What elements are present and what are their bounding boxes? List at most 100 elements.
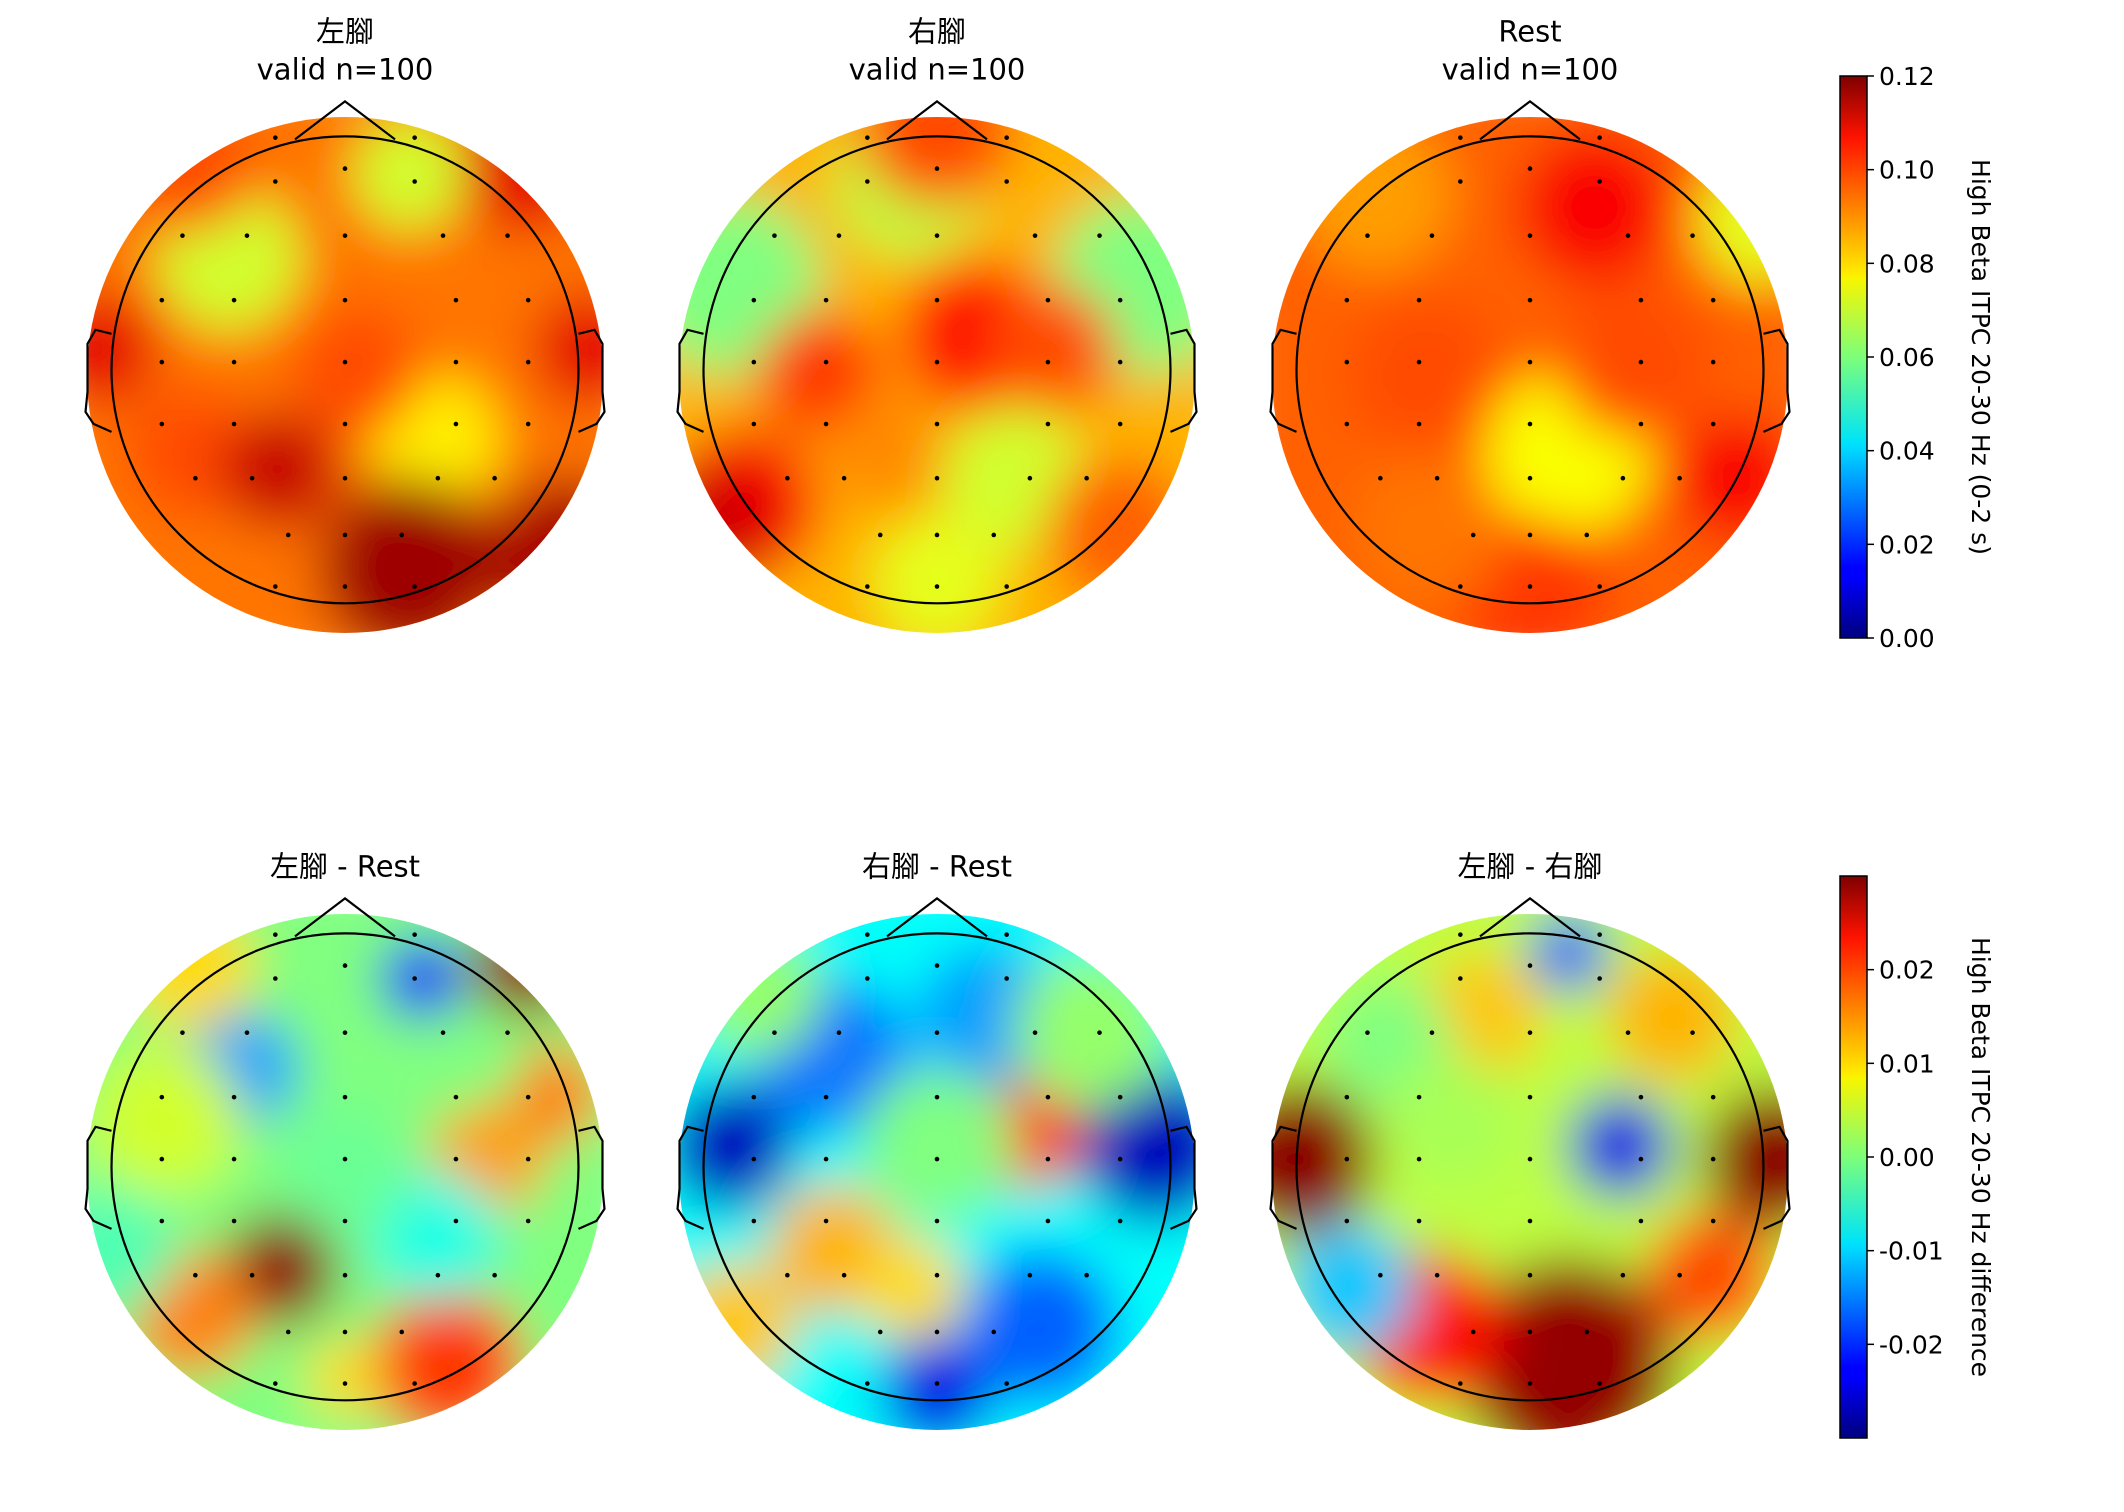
sensor-dot bbox=[1004, 135, 1009, 140]
sensor-dot bbox=[1416, 1094, 1422, 1100]
topomap-field bbox=[87, 914, 603, 1430]
sensor-dot bbox=[1584, 1329, 1590, 1335]
sensor-dot bbox=[244, 233, 250, 238]
sensor-dot bbox=[249, 1272, 255, 1278]
topomap-6 bbox=[1269, 896, 1791, 1430]
left-ear bbox=[676, 328, 704, 433]
activity-blob bbox=[691, 926, 821, 1056]
sensor-dot bbox=[1027, 475, 1033, 481]
sensor-dot bbox=[1084, 1272, 1089, 1278]
sensor-dot bbox=[1625, 233, 1631, 238]
sensor-dot bbox=[1004, 584, 1009, 589]
sensor-dot bbox=[865, 1381, 870, 1386]
sensor-dot bbox=[273, 976, 278, 981]
nose bbox=[294, 99, 396, 141]
activity-blob bbox=[319, 478, 500, 633]
sensor-dot bbox=[453, 1218, 459, 1224]
sensor-dot bbox=[342, 1381, 348, 1386]
nose bbox=[1479, 896, 1581, 938]
topomap-1 bbox=[84, 99, 606, 633]
sensor-dot bbox=[1597, 1381, 1602, 1386]
activity-blob bbox=[872, 516, 1002, 633]
sensor-dot bbox=[492, 475, 497, 481]
sensor-dot bbox=[1117, 359, 1123, 365]
sensor-dot bbox=[440, 1030, 446, 1035]
activity-blob bbox=[370, 1288, 526, 1430]
sensor-dot bbox=[159, 1094, 165, 1100]
sensor-dot bbox=[1527, 1156, 1533, 1162]
sensor-dot bbox=[1677, 1272, 1682, 1278]
colorbar-tick-label: 0.12 bbox=[1879, 62, 1935, 91]
sensor-dot bbox=[412, 179, 417, 184]
activity-blob bbox=[679, 465, 770, 595]
colorbar-tick-label: 0.00 bbox=[1879, 1143, 1935, 1172]
sensor-dot bbox=[934, 584, 940, 589]
sensor-dot bbox=[244, 1030, 250, 1035]
colorbar-tick-label: 0.02 bbox=[1879, 956, 1935, 985]
activity-blob bbox=[1517, 129, 1672, 285]
colorbar-tick-label: 0.02 bbox=[1879, 530, 1935, 559]
sensor-dot bbox=[1084, 475, 1089, 481]
sensor-dot bbox=[159, 297, 165, 303]
sensor-dot bbox=[1527, 1218, 1533, 1224]
sensor-dot bbox=[1527, 1381, 1533, 1386]
sensor-dot bbox=[836, 1030, 842, 1035]
sensor-dot bbox=[1527, 1329, 1533, 1335]
sensor-dot bbox=[1527, 1094, 1533, 1100]
panel-subtitle: valid n=100 bbox=[849, 53, 1026, 87]
activity-blob bbox=[859, 117, 1015, 208]
sensor-dot bbox=[1638, 297, 1644, 303]
sensor-dot bbox=[1032, 1030, 1038, 1035]
sensor-dot bbox=[934, 475, 940, 481]
sensor-dot bbox=[231, 359, 237, 365]
panel-title: 左腳 bbox=[316, 15, 374, 49]
colorbar-tick-label: 0.08 bbox=[1879, 249, 1935, 278]
sensor-dot bbox=[342, 359, 348, 365]
sensor-dot bbox=[1638, 359, 1644, 365]
sensor-dot bbox=[231, 1218, 237, 1224]
sensor-dot bbox=[342, 421, 348, 427]
sensor-dot bbox=[412, 976, 417, 981]
left-ear bbox=[84, 1125, 112, 1230]
sensor-dot bbox=[193, 1272, 198, 1278]
sensor-dot bbox=[823, 1094, 829, 1100]
sensor-dot bbox=[751, 1218, 757, 1224]
sensor-dot bbox=[934, 1272, 940, 1278]
colorbar-row-2: -0.02 -0.01 0.00 0.01 0.02 High Beta ITPC 20-… bbox=[1839, 875, 1995, 1439]
sensor-dot bbox=[1458, 1381, 1463, 1386]
colorbar-label: High Beta ITPC 20-30 Hz difference bbox=[1966, 937, 1995, 1377]
sensor-dot bbox=[1004, 932, 1009, 937]
sensor-dot bbox=[453, 297, 459, 303]
sensor-dot bbox=[751, 1156, 757, 1162]
sensor-dot bbox=[399, 532, 405, 538]
activity-blob bbox=[370, 1172, 500, 1301]
sensor-dot bbox=[342, 963, 348, 968]
sensor-dot bbox=[1620, 1272, 1626, 1278]
sensor-dot bbox=[505, 1030, 510, 1035]
sensor-dot bbox=[435, 475, 441, 481]
head-outline bbox=[1295, 932, 1765, 1402]
sensor-dot bbox=[180, 1030, 185, 1035]
topomap-2 bbox=[676, 99, 1198, 633]
activity-blob bbox=[87, 292, 157, 406]
sensor-dot bbox=[1527, 421, 1533, 427]
activity-blob bbox=[125, 387, 255, 517]
colorbar-tick-label: -0.01 bbox=[1879, 1237, 1944, 1266]
sensor-dot bbox=[1004, 1381, 1009, 1386]
sensor-dot bbox=[1527, 297, 1533, 303]
colorbar-tick-label: 0.00 bbox=[1879, 624, 1935, 653]
activity-blob bbox=[679, 1081, 796, 1211]
sensor-dot bbox=[877, 1329, 883, 1335]
panel-subtitle: valid n=100 bbox=[1442, 53, 1619, 87]
head-outline bbox=[110, 932, 580, 1402]
sensor-dot bbox=[865, 135, 870, 140]
sensor-dot bbox=[440, 233, 446, 238]
sensor-dot bbox=[1365, 233, 1370, 238]
colorbar-gradient bbox=[1839, 75, 1868, 639]
sensor-dot bbox=[1470, 532, 1476, 538]
sensor-dot bbox=[1458, 584, 1463, 589]
sensor-dot bbox=[273, 135, 278, 140]
sensor-dot bbox=[751, 359, 757, 365]
colorbar-tick-label: 0.01 bbox=[1879, 1049, 1935, 1078]
sensor-dot bbox=[877, 532, 883, 538]
